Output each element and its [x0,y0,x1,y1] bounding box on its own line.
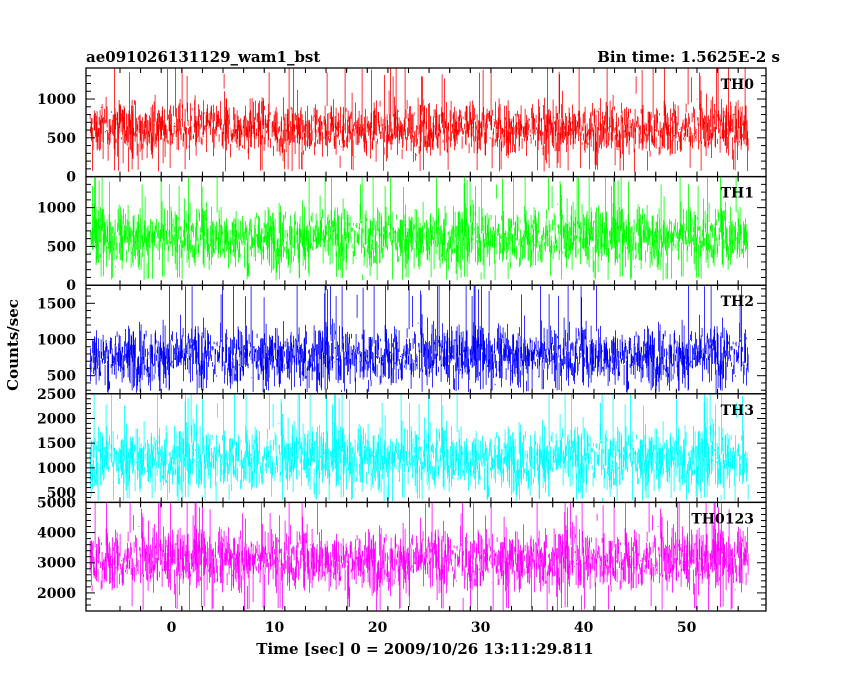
panel-th0: 0 500 1000 TH0 [37,67,767,186]
y-tick-label: 5000 [37,495,76,511]
chart-title: ae091026131129_wam1_bst [86,48,320,66]
x-tick-label: 10 [265,620,285,636]
panel-label-th0123: TH0123 [691,511,754,527]
panel-th0123: 2000 3000 4000 5000 TH0123 [37,495,767,612]
panel-label-th0: TH0 [721,77,755,93]
y-tick-label: 1000 [37,92,76,108]
y-tick-label: 2000 [37,586,76,602]
y-tick-label: 2500 [37,387,76,403]
panel-label-th1: TH1 [721,186,754,202]
series-th0 [89,68,749,172]
series-th3 [89,393,749,502]
y-tick-label: 500 [47,239,76,255]
x-tick-label: 30 [471,620,491,636]
bin-time-label: Bin time: 1.5625E-2 s [597,48,780,66]
x-tick-label: 40 [574,620,594,636]
y-tick-label: 2000 [37,411,76,427]
y-tick-label: 1000 [37,333,76,349]
series-th2 [89,285,749,394]
panel-label-th3: TH3 [721,403,754,419]
y-tick-label: 0 [66,170,76,186]
x-tick-label: 0 [167,620,177,636]
panel-label-th2: TH2 [721,294,754,310]
x-tick-labels: 0 10 20 30 40 50 [167,620,697,636]
y-tick-label: 0 [66,278,76,294]
y-tick-label: 3000 [37,556,76,572]
panels-group: 0 500 1000 TH0 0 500 1000 TH1 500 1000 1500 TH2 500 1… [37,67,767,612]
panel-th1: 0 500 1000 TH1 [37,175,767,294]
y-tick-label: 500 [47,131,76,147]
y-tick-label: 1000 [37,201,76,217]
y-tick-label: 500 [47,369,76,385]
y-tick-label: 1000 [37,461,76,477]
y-tick-label: 500 [47,486,76,502]
panel-th3: 500 1000 1500 2000 2500 TH3 [37,387,767,504]
x-tick-label: 50 [677,620,697,636]
panel-th2: 500 1000 1500 TH2 [37,284,767,395]
x-tick-label: 20 [368,620,388,636]
series-th0123 [89,502,749,611]
y-tick-label: 1500 [37,436,76,452]
y-axis-label: Counts/sec [4,299,22,391]
y-tick-label: 1500 [37,296,76,312]
y-tick-label: 4000 [37,526,76,542]
series-th1 [89,176,749,281]
x-axis-label: Time [sec] 0 = 2009/10/26 13:11:29.811 [256,640,593,658]
